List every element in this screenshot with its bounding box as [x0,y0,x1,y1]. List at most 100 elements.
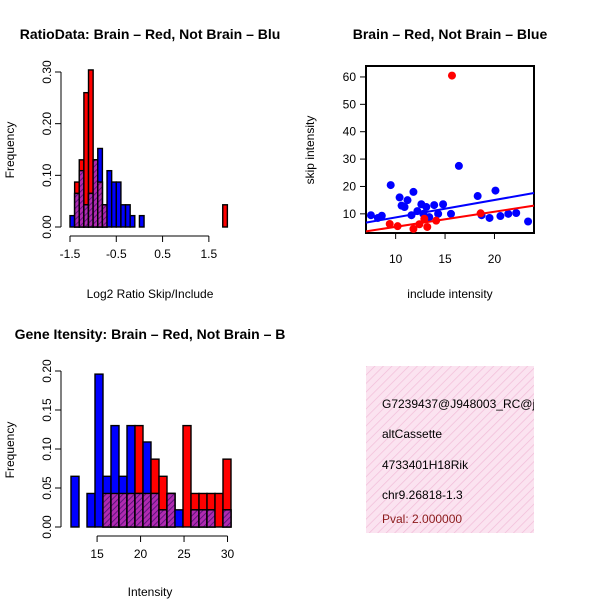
brain-fit-line [365,204,535,233]
not-brain-point [454,161,463,170]
scatter-y-tick-label: 10 [343,207,357,221]
intensity-overlap-bar [126,492,136,528]
intensity-overlap-bar [198,509,208,528]
ratio-y-tick-label: 0.20 [40,112,54,136]
brain-point [423,222,432,231]
intensity-not-brain-bar [94,373,104,528]
not-brain-point [409,187,418,196]
ratio-brain-bar [222,204,229,228]
scatter-y-tick-label: 30 [343,152,357,166]
intensity-histogram-xlabel: Intensity [128,585,173,599]
not-brain-point [446,209,455,218]
not-brain-point [386,181,395,190]
not-brain-point [430,201,439,210]
intensity-overlap-bar [110,492,120,528]
scatter-frame [365,65,535,234]
intensity-histogram-ylabel: Frequency [3,422,17,479]
ratio-histogram-title: RatioData: Brain – Red, Not Brain – Blu [20,26,281,42]
probe-id-text: G7239437@J948003_RC@j_at [382,397,552,411]
intensity-overlap-bar [206,509,216,528]
not-brain-point [366,211,375,220]
ratio-x-tick-label: 0.5 [154,247,171,261]
intensity-overlap-bar [102,492,112,528]
ratio-y-tick-label: 0.30 [40,60,54,84]
not-brain-point [422,202,431,211]
intensity-overlap-bar [190,509,200,528]
scatter-y-tick-label: 40 [343,125,357,139]
intensity-histogram-title: Gene Itensity: Brain – Red, Not Brain – … [15,326,286,342]
intensity-y-tick-label: 0.20 [40,359,54,383]
intensity-histogram-panel: Gene Itensity: Brain – Red, Not Brain – … [3,326,285,599]
intensity-not-brain-bar [70,475,80,528]
scatter-x-tick-label: 15 [438,252,452,266]
intensity-brain-bar [182,424,192,528]
intensity-not-brain-bar [86,492,96,528]
not-brain-point [434,209,443,218]
location-text: chr9.26818-1.3 [382,488,463,502]
not-brain-point [395,193,404,202]
scatter-y-tick-label: 60 [343,70,357,84]
info-panel: G7239437@J948003_RC@j_at altCassette 473… [366,366,552,533]
intensity-y-tick-label: 0.15 [40,398,54,422]
intensity-not-brain-bar [174,509,184,528]
brain-point [385,219,394,228]
ratio-histogram-axes: -1.5 -0.5 0.5 1.5 0.00 0.10 0.20 0.30 [40,60,218,261]
scatter-panel: Brain – Red, Not Brain – Blue 10 15 20 10 20… [303,26,547,301]
ratio-y-tick-label: 0.00 [40,215,54,239]
not-brain-point [512,209,521,218]
intensity-overlap-bar [158,509,168,528]
not-brain-point [496,212,505,221]
not-brain-point [524,217,533,226]
scatter-title: Brain – Red, Not Brain – Blue [353,26,548,42]
brain-point [447,71,456,80]
ratio-histogram-ylabel: Frequency [3,122,17,179]
intensity-histogram-bars [70,373,232,528]
ratio-y-tick-label: 0.10 [40,163,54,187]
not-brain-fit-line [365,192,535,224]
brain-point [409,224,418,233]
scatter-ylabel: skip intensity [303,116,317,185]
intensity-overlap-bar [134,492,144,528]
scatter-x-tick-label: 10 [389,252,403,266]
ratio-x-tick-label: -1.5 [60,247,81,261]
intensity-x-tick-label: 20 [134,547,148,561]
intensity-brain-bar [214,492,224,528]
intensity-overlap-bar [142,492,152,528]
intensity-y-tick-label: 0.00 [40,515,54,539]
ratio-x-tick-label: 1.5 [201,247,218,261]
not-brain-point [377,211,386,220]
scatter-y-tick-label: 20 [343,179,357,193]
not-brain-point [473,192,482,201]
event-type-text: altCassette [382,427,442,441]
intensity-x-tick-label: 30 [221,547,235,561]
info-box: G7239437@J948003_RC@j_at altCassette 473… [366,366,552,533]
scatter-y-tick-label: 50 [343,97,357,111]
brain-point [420,214,429,223]
intensity-histogram-axes: 15 20 25 30 0.00 0.05 0.10 0.15 0.20 [40,359,235,561]
ratio-x-tick-label: -0.5 [106,247,127,261]
not-brain-point [403,196,412,205]
intensity-y-tick-label: 0.05 [40,476,54,500]
ratio-not-brain-bar [129,214,136,228]
not-brain-point [439,200,448,209]
intensity-x-tick-label: 25 [177,547,191,561]
scatter-x-tick-label: 20 [488,252,502,266]
intensity-overlap-bar [222,509,232,528]
pval-text: Pval: 2.000000 [382,512,462,526]
intensity-overlap-bar [150,492,160,528]
ratio-histogram-bars [69,69,229,228]
ratio-not-brain-bar [138,214,145,228]
not-brain-point [504,209,513,218]
intensity-overlap-bar [166,492,176,528]
intensity-overlap-bar [118,492,128,528]
scatter-plot-area: 10 15 20 10 20 30 40 50 60 [343,65,535,266]
not-brain-point [491,186,500,195]
intensity-x-tick-label: 15 [90,547,104,561]
ratio-histogram-xlabel: Log2 Ratio Skip/Include [87,287,214,301]
intensity-y-tick-label: 0.10 [40,437,54,461]
not-brain-point [485,213,494,222]
info-box-background [366,366,534,533]
ratio-histogram-panel: RatioData: Brain – Red, Not Brain – Blu … [3,26,280,301]
scatter-xlabel: include intensity [407,287,492,301]
